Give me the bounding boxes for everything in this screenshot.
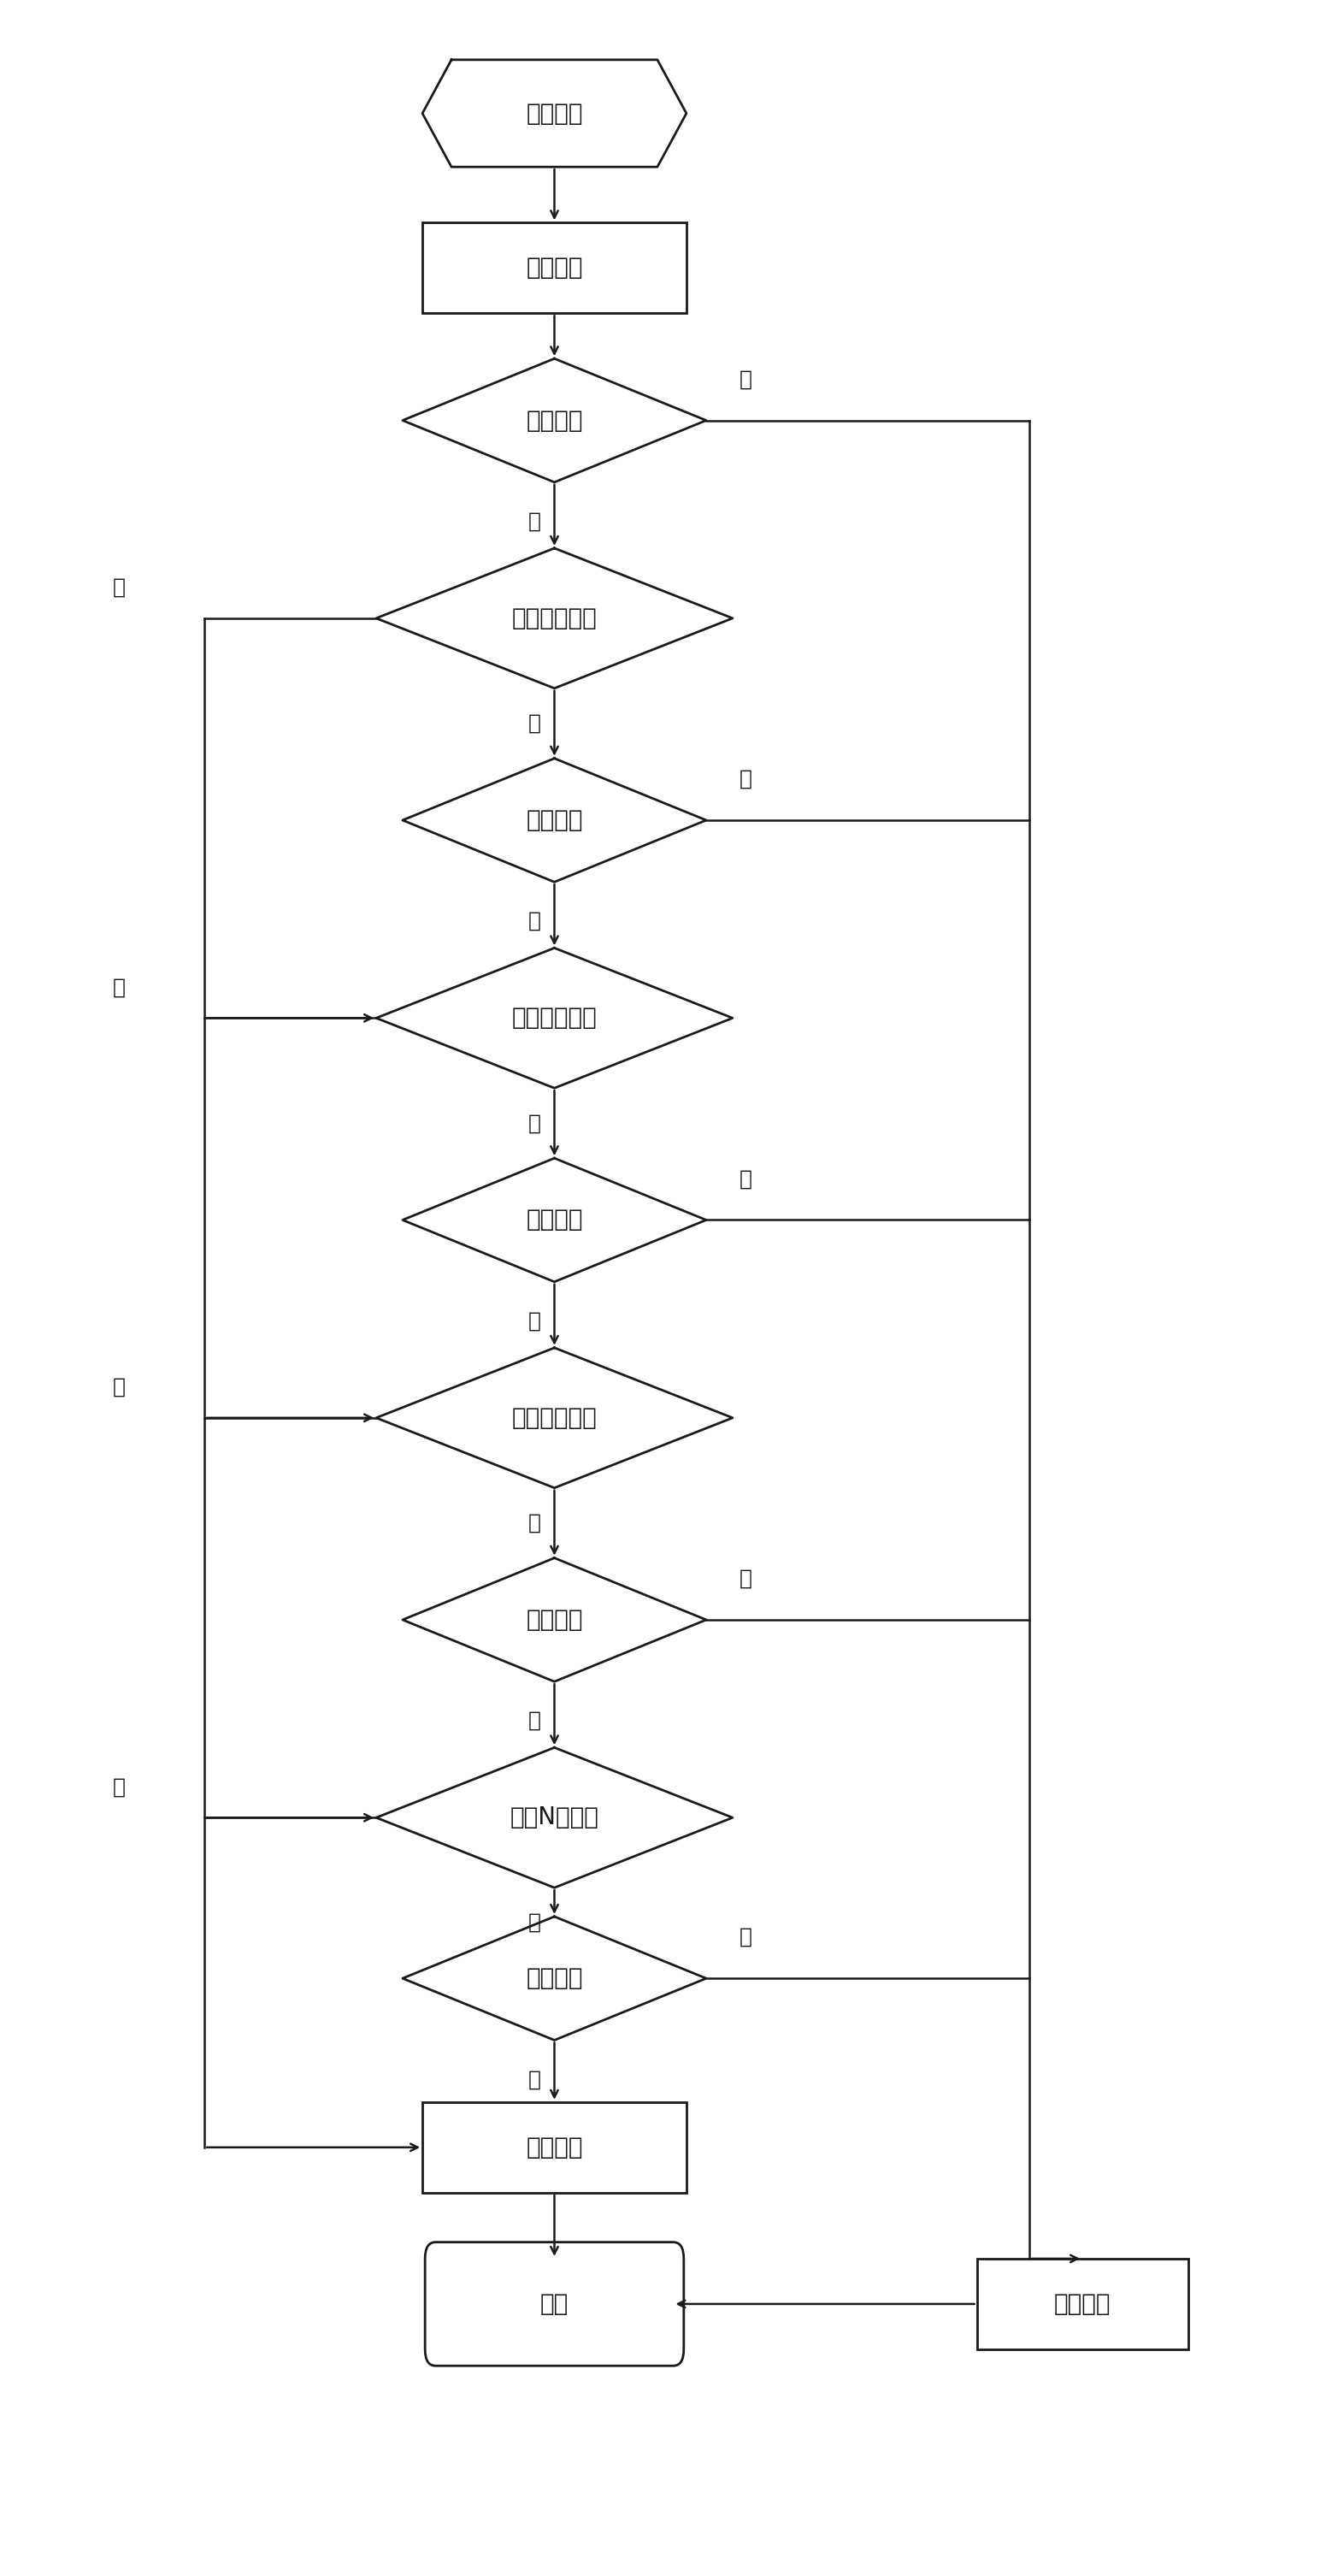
Text: 结束: 结束 — [540, 2293, 569, 2316]
Text: 有: 有 — [528, 714, 541, 734]
Text: 是否成功: 是否成功 — [525, 809, 583, 832]
Text: 否: 否 — [528, 510, 541, 531]
Text: 是: 是 — [739, 1170, 752, 1190]
Text: 有: 有 — [528, 1512, 541, 1533]
Text: 寻找一级中继: 寻找一级中继 — [512, 605, 597, 631]
Text: 是: 是 — [739, 768, 752, 788]
Text: 是否成功: 是否成功 — [525, 1965, 583, 1991]
Text: 无: 无 — [112, 976, 125, 997]
Text: 寻找二级中继: 寻找二级中继 — [512, 1007, 597, 1030]
Text: 否: 否 — [528, 1710, 541, 1731]
Text: 是: 是 — [739, 368, 752, 389]
Text: 直接抄读: 直接抄读 — [525, 255, 583, 281]
Text: 开始路由: 开始路由 — [525, 100, 583, 126]
Bar — [422, 2102, 686, 2192]
Text: 是: 是 — [739, 1569, 752, 1589]
Text: 是否成功: 是否成功 — [525, 410, 583, 433]
Text: 无: 无 — [112, 1777, 125, 1798]
Text: 有: 有 — [528, 1113, 541, 1133]
Text: 否: 否 — [528, 2069, 541, 2089]
Text: 路由成功: 路由成功 — [1053, 2293, 1111, 2316]
Text: 寻找N级中继: 寻找N级中继 — [510, 1806, 599, 1829]
Text: 是否成功: 是否成功 — [525, 1607, 583, 1631]
Text: 有: 有 — [528, 1911, 541, 1932]
Text: 无: 无 — [112, 577, 125, 598]
Text: 是否成功: 是否成功 — [525, 1208, 583, 1231]
Bar — [977, 2259, 1188, 2349]
Text: 寻找三级中继: 寻找三级中继 — [512, 1406, 597, 1430]
Text: 无: 无 — [112, 1376, 125, 1396]
Text: 否: 否 — [528, 1311, 541, 1332]
Bar — [422, 222, 686, 314]
Text: 是: 是 — [739, 1927, 752, 1947]
Text: 否: 否 — [528, 912, 541, 933]
Text: 路由失败: 路由失败 — [525, 2136, 583, 2159]
